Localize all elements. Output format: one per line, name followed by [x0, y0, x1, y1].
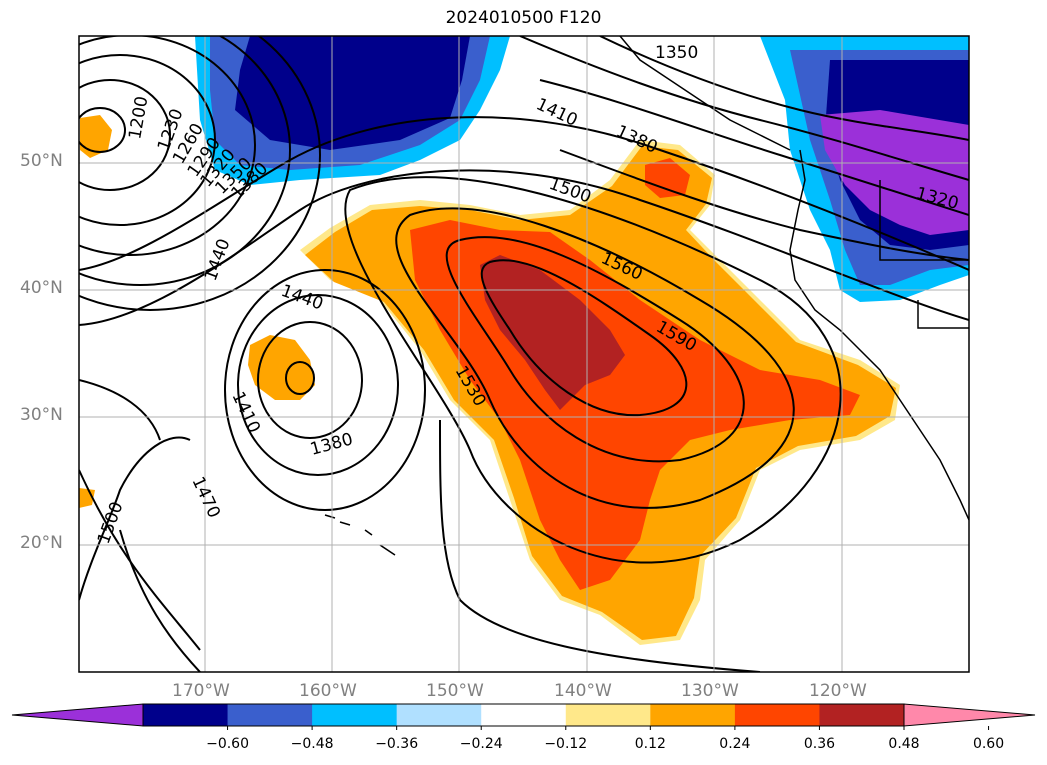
- colorbar-tick-label: −0.24: [459, 736, 503, 752]
- colorbar-swatch: [565, 704, 651, 726]
- colorbar-extend-high: [903, 703, 1036, 727]
- colorbar-extend-low: [11, 703, 144, 727]
- graticule: [79, 36, 969, 672]
- colorbar-tick-label: 0.48: [888, 736, 920, 752]
- contour-label: 1200: [125, 95, 152, 141]
- colorbar-tick-label: −0.36: [375, 736, 419, 752]
- contour-label: 1440: [201, 236, 235, 283]
- lon-label-140: 140°W: [554, 681, 612, 701]
- colorbar-swatch: [481, 704, 567, 726]
- colorbar-tick-label: 0.60: [972, 736, 1005, 752]
- colorbar-swatch: [227, 704, 313, 726]
- lon-label-130: 130°W: [681, 681, 739, 701]
- colorbar: [11, 703, 1036, 730]
- lat-label-20: 20°N: [20, 533, 63, 553]
- lat-label-30: 30°N: [20, 405, 63, 425]
- contour-label: 1440: [278, 281, 325, 315]
- lat-label-50: 50°N: [20, 151, 63, 171]
- lon-label-160: 160°W: [299, 681, 357, 701]
- map-title: 2024010500 F120: [445, 8, 602, 28]
- pos-anom-ne-red: [645, 158, 690, 198]
- colorbar-swatch: [312, 704, 398, 726]
- lon-label-170: 170°W: [172, 681, 230, 701]
- colorbar-swatch: [734, 704, 820, 726]
- colorbar-swatch: [819, 704, 905, 726]
- colorbar-tick-label: −0.60: [206, 736, 249, 752]
- contour-label: 1410: [227, 389, 263, 437]
- colorbar-swatch: [396, 704, 482, 726]
- colorbar-tick-label: 0.12: [634, 736, 666, 752]
- pos-anom-firebrick: [480, 255, 625, 410]
- colorbar-swatch: [143, 704, 229, 726]
- lat-label-40: 40°N: [20, 278, 63, 298]
- contour-label: 1410: [533, 94, 581, 130]
- colorbar-frame: [142, 703, 905, 727]
- pos-anom-nw-orange: [80, 115, 112, 158]
- contour-label-extra: 1440 1380 1500: [94, 281, 355, 547]
- map-frame: [78, 35, 970, 673]
- contour-label: 1470: [187, 474, 223, 522]
- colorbar-tick-label: −0.12: [544, 736, 588, 752]
- contour-label: 1350: [655, 43, 698, 63]
- lon-label-120: 120°W: [809, 681, 867, 701]
- colorbar-tick-label: −0.48: [290, 736, 334, 752]
- coastlines: [324, 36, 969, 556]
- colorbar-tick-label: 0.24: [719, 736, 751, 752]
- lon-label-150: 150°W: [426, 681, 484, 701]
- colorbar-tick-label: 0.36: [803, 736, 836, 752]
- colorbar-swatch: [650, 704, 736, 726]
